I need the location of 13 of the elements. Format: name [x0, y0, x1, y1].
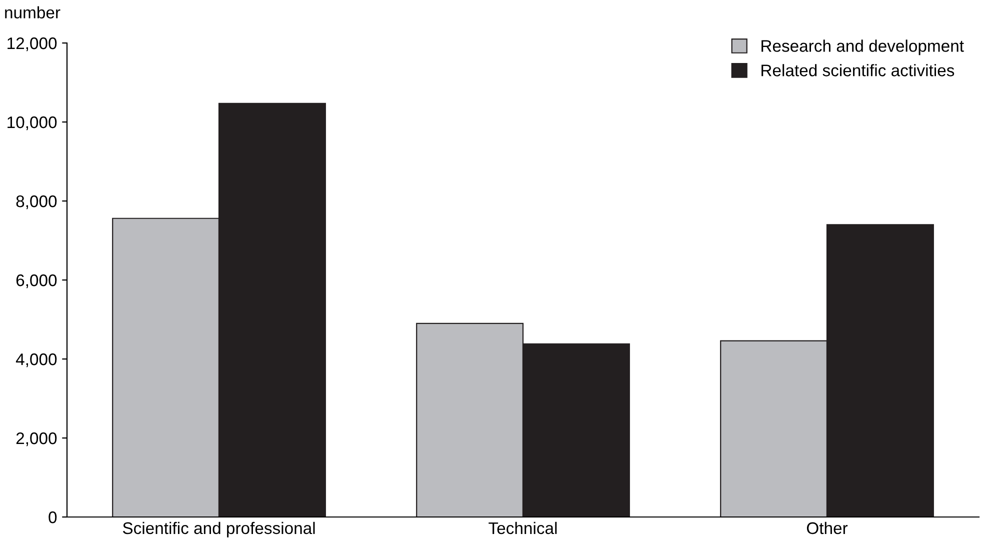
y-tick-label: 0	[48, 511, 57, 524]
legend-label: Research and development	[762, 40, 964, 56]
legend-label: Related scientific activities	[762, 64, 954, 76]
x-tick-label: Other	[806, 522, 848, 534]
y-axis-title: number	[5, 6, 60, 18]
y-tick-label: 12,000	[8, 37, 57, 52]
x-tick-label: Scientific and professional	[122, 522, 315, 538]
x-tick-label: Technical	[488, 522, 557, 534]
y-tick-label: 6,000	[16, 274, 57, 288]
y-tick-label: 10,000	[8, 116, 57, 130]
y-tick-label: 2,000	[16, 432, 57, 446]
y-tick-label: 4,000	[16, 353, 57, 368]
y-tick-label: 8,000	[16, 195, 57, 210]
